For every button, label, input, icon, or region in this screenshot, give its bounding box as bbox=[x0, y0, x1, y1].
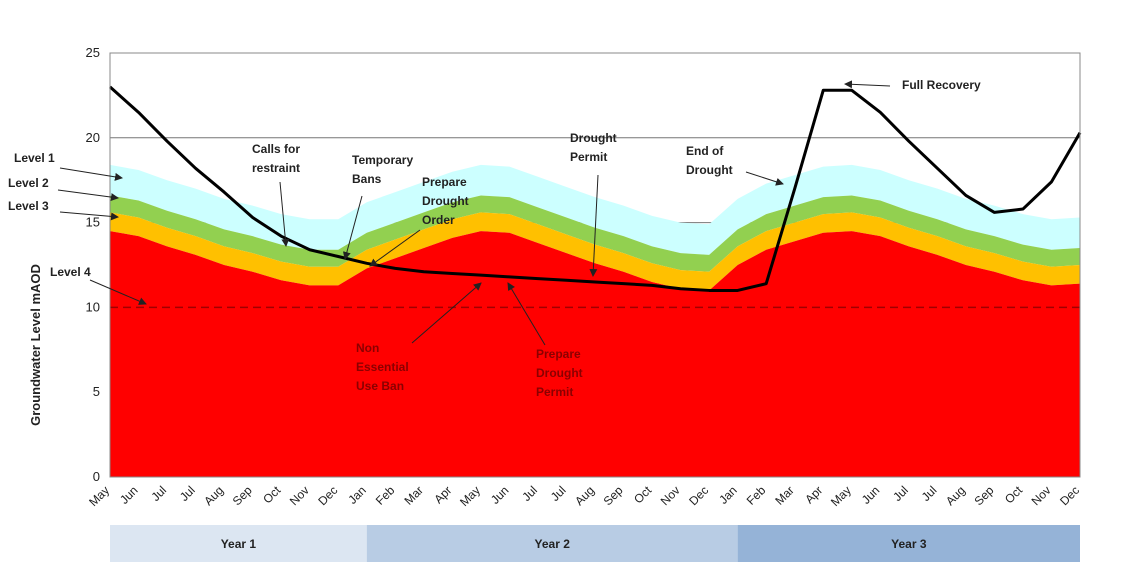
x-tick-label: Jun bbox=[117, 483, 141, 507]
x-tick-label: May bbox=[86, 483, 112, 509]
x-tick-label: Dec bbox=[686, 483, 711, 508]
x-tick-label: Nov bbox=[658, 483, 683, 508]
x-tick-label: Feb bbox=[744, 483, 769, 508]
annotation: Non Essential Use Ban bbox=[356, 341, 409, 393]
annotation: Level 1 bbox=[14, 151, 55, 165]
annotation-arrow bbox=[745, 171, 784, 186]
x-tick-label: Aug bbox=[943, 483, 968, 508]
y-tick-label: 10 bbox=[86, 299, 100, 314]
annotation-line: Drought bbox=[536, 366, 583, 380]
annotation-line: Use Ban bbox=[356, 379, 404, 393]
x-tick-label: Nov bbox=[287, 483, 312, 508]
x-tick-label: Sep bbox=[230, 483, 255, 508]
period-bar bbox=[737, 525, 1080, 562]
x-tick-label: Jul bbox=[177, 483, 198, 504]
annotation-line: Permit bbox=[536, 385, 573, 399]
y-axis-label: Groundwater Level mAOD bbox=[28, 264, 43, 426]
annotation-line: Level 1 bbox=[14, 151, 55, 165]
x-tick-label: Dec bbox=[315, 483, 340, 508]
x-tick-label: May bbox=[828, 483, 854, 509]
annotation: Prepare Drought Permit bbox=[536, 347, 583, 399]
annotation-arrow bbox=[369, 229, 421, 267]
annotation: Calls for restraint bbox=[252, 142, 300, 175]
x-tick-label: Mar bbox=[772, 483, 797, 508]
area-band bbox=[110, 231, 1080, 477]
x-tick-label: Sep bbox=[972, 483, 997, 508]
x-tick-label: Jun bbox=[488, 483, 512, 507]
annotation-arrow bbox=[59, 167, 123, 181]
annotation-line: Calls for bbox=[252, 142, 300, 156]
x-tick-label: Aug bbox=[201, 483, 226, 508]
y-tick-label: 15 bbox=[86, 215, 100, 230]
x-tick-label: Jun bbox=[859, 483, 883, 507]
annotation: Level 2 bbox=[8, 176, 49, 190]
y-tick-label: 20 bbox=[86, 130, 100, 145]
x-tick-label: Jul bbox=[148, 483, 169, 504]
annotation-arrow bbox=[59, 211, 119, 221]
annotation-line: Level 2 bbox=[8, 176, 49, 190]
period-bar bbox=[366, 525, 738, 562]
annotation-line: restraint bbox=[252, 161, 300, 175]
annotation-arrow bbox=[589, 174, 599, 277]
annotation-arrow bbox=[57, 189, 119, 202]
period-bar bbox=[110, 525, 367, 562]
annotation: Level 3 bbox=[8, 199, 49, 213]
annotation-line: Level 4 bbox=[50, 265, 91, 279]
annotation: Level 4 bbox=[50, 265, 91, 279]
x-tick-label: Oct bbox=[260, 483, 284, 507]
y-tick-label: 0 bbox=[93, 469, 100, 484]
annotation: Drought Permit bbox=[570, 131, 617, 164]
annotation: Prepare Drought Order bbox=[422, 175, 469, 227]
x-tick-label: Jan bbox=[345, 483, 369, 507]
x-tick-label: Jan bbox=[716, 483, 740, 507]
annotation-arrow bbox=[89, 279, 147, 305]
annotation: End of Drought bbox=[686, 144, 733, 177]
x-tick-label: Sep bbox=[601, 483, 626, 508]
annotation-arrow bbox=[507, 282, 546, 346]
x-tick-label: Jul bbox=[919, 483, 940, 504]
annotation: Temporary Bans bbox=[352, 153, 413, 186]
plot-frame bbox=[109, 52, 1081, 478]
annotation-line: Full Recovery bbox=[902, 78, 981, 92]
annotation-line: Prepare bbox=[536, 347, 581, 361]
period-label: Year 2 bbox=[535, 537, 571, 551]
x-tick-label: Feb bbox=[373, 483, 398, 508]
x-tick-label: Nov bbox=[1029, 483, 1054, 508]
annotation-line: Order bbox=[422, 213, 455, 227]
annotation-line: Drought bbox=[686, 163, 733, 177]
x-tick-label: Jul bbox=[890, 483, 911, 504]
annotation-arrow bbox=[411, 282, 482, 344]
x-tick-label: Jul bbox=[548, 483, 569, 504]
annotation-arrow bbox=[844, 80, 891, 89]
area-band bbox=[110, 212, 1080, 291]
y-tick-label: 5 bbox=[93, 384, 100, 399]
annotation-line: Bans bbox=[352, 172, 382, 186]
annotation-line: Level 3 bbox=[8, 199, 49, 213]
x-tick-label: Apr bbox=[802, 483, 825, 506]
annotation-arrow bbox=[279, 181, 290, 247]
annotation-line: End of bbox=[686, 144, 724, 158]
period-label: Year 3 bbox=[891, 537, 927, 551]
annotation-line: Permit bbox=[570, 150, 607, 164]
annotation-line: Drought bbox=[570, 131, 617, 145]
x-tick-label: May bbox=[457, 483, 483, 509]
annotation-line: Prepare bbox=[422, 175, 467, 189]
x-tick-label: Oct bbox=[1002, 483, 1026, 507]
groundwater-line bbox=[109, 85, 1082, 292]
annotation: Full Recovery bbox=[902, 78, 981, 92]
x-tick-label: Jul bbox=[519, 483, 540, 504]
annotation-line: Temporary bbox=[352, 153, 413, 167]
annotation-line: Essential bbox=[356, 360, 409, 374]
annotation-line: Drought bbox=[422, 194, 469, 208]
y-tick-label: 25 bbox=[86, 45, 100, 60]
x-tick-label: Dec bbox=[1057, 483, 1082, 508]
x-tick-label: Oct bbox=[631, 483, 655, 507]
x-tick-label: Apr bbox=[431, 483, 454, 506]
x-tick-label: Aug bbox=[572, 483, 597, 508]
period-label: Year 1 bbox=[221, 537, 257, 551]
annotation-arrow bbox=[342, 195, 363, 260]
x-tick-label: Mar bbox=[401, 483, 426, 508]
annotation-line: Non bbox=[356, 341, 379, 355]
